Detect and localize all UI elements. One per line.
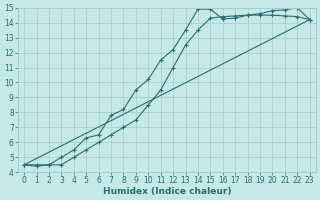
X-axis label: Humidex (Indice chaleur): Humidex (Indice chaleur) bbox=[103, 187, 231, 196]
